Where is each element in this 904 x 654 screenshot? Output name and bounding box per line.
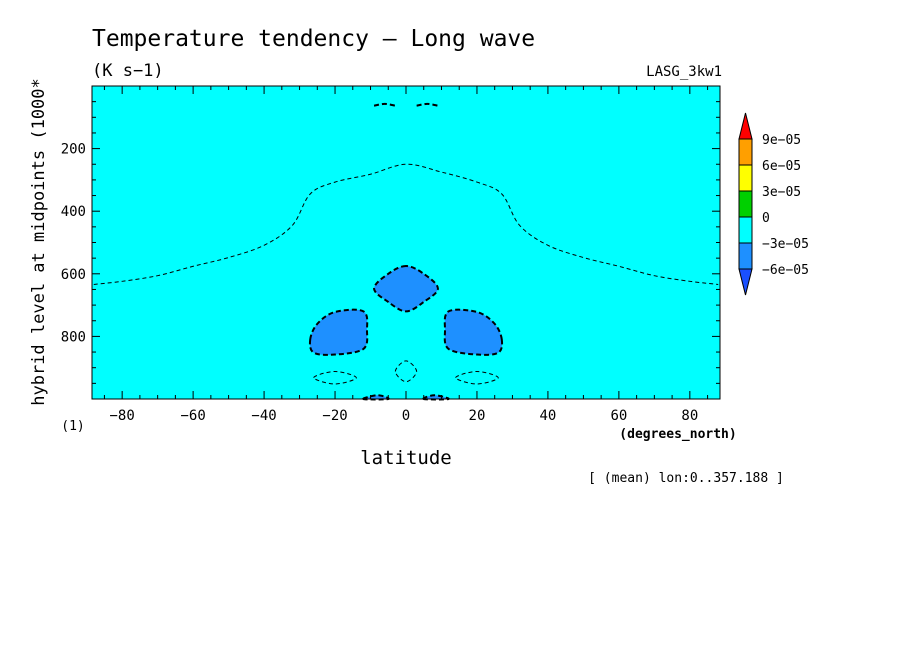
y-axis-label: hybrid level at midpoints (1000* — [29, 78, 49, 406]
footnote: [ (mean) lon:0..357.188 ] — [588, 471, 784, 486]
contour-line-1 — [373, 264, 439, 313]
x-tick-label: 80 — [681, 408, 698, 424]
y-tick-label: 200 — [61, 142, 86, 158]
x-tick-label: −60 — [180, 408, 205, 424]
y-tick-label: 800 — [61, 329, 86, 345]
colorbar-segment — [738, 190, 753, 218]
contour-fill-3 — [444, 309, 503, 355]
y-tick-label: 400 — [61, 204, 86, 220]
contour-line-5 — [422, 394, 450, 401]
colorbar-label: −3e−05 — [762, 237, 809, 252]
y-tick-label: 600 — [61, 267, 86, 283]
colorbar-segment — [738, 164, 753, 192]
contour-line-2 — [308, 308, 369, 356]
contour-line-10 — [394, 360, 418, 383]
x-tick-label: −80 — [110, 408, 135, 424]
contour-line-9 — [455, 370, 499, 385]
chart-title: Temperature tendency — Long wave — [92, 26, 535, 52]
y-axis-unit: (1) — [61, 419, 84, 434]
colorbar-label: 6e−05 — [762, 159, 801, 174]
x-axis-label: latitude — [360, 447, 452, 469]
colorbar-bottom-arrow — [738, 268, 753, 296]
colorbar-label: 9e−05 — [762, 133, 801, 148]
colorbar-segment — [738, 242, 753, 270]
colorbar-segment — [738, 216, 753, 244]
x-tick-label: 40 — [539, 408, 556, 424]
negative-fill-regions — [309, 265, 503, 400]
contour-line-8 — [313, 370, 357, 385]
colorbar-label: 0 — [762, 211, 770, 226]
contour-line-7 — [416, 102, 439, 107]
chart-units: (K s−1) — [92, 61, 164, 81]
colorbar-label: 3e−05 — [762, 185, 801, 200]
x-tick-label: 20 — [469, 408, 486, 424]
contour-fill-2 — [309, 309, 368, 355]
colorbar: 9e−05 6e−05 3e−05 0 −3e−05 −6e−05 — [738, 112, 809, 296]
dataset-label: LASG_3kw1 — [646, 64, 722, 80]
y-axis-ticks: 200 400 600 800 — [61, 101, 720, 384]
colorbar-label: −6e−05 — [762, 263, 809, 278]
contour-fill-1 — [374, 265, 438, 312]
contour-line-3 — [443, 308, 504, 356]
plot-area: −80 −60 −40 −20 0 20 40 60 80 200 400 600 800 — [61, 85, 721, 424]
plot-background — [92, 86, 720, 399]
x-tick-label: 60 — [610, 408, 627, 424]
x-axis-ticks: −80 −60 −40 −20 0 20 40 60 80 — [103, 86, 709, 424]
x-tick-label: −20 — [322, 408, 347, 424]
x-tick-label: −40 — [251, 408, 276, 424]
contour-line-0 — [93, 163, 719, 285]
colorbar-segment — [738, 138, 753, 166]
x-axis-unit: (degrees_north) — [619, 427, 736, 442]
contour-lines — [93, 102, 719, 401]
contour-line-6 — [373, 102, 396, 107]
x-tick-label: 0 — [402, 408, 410, 424]
colorbar-top-arrow — [738, 112, 753, 140]
